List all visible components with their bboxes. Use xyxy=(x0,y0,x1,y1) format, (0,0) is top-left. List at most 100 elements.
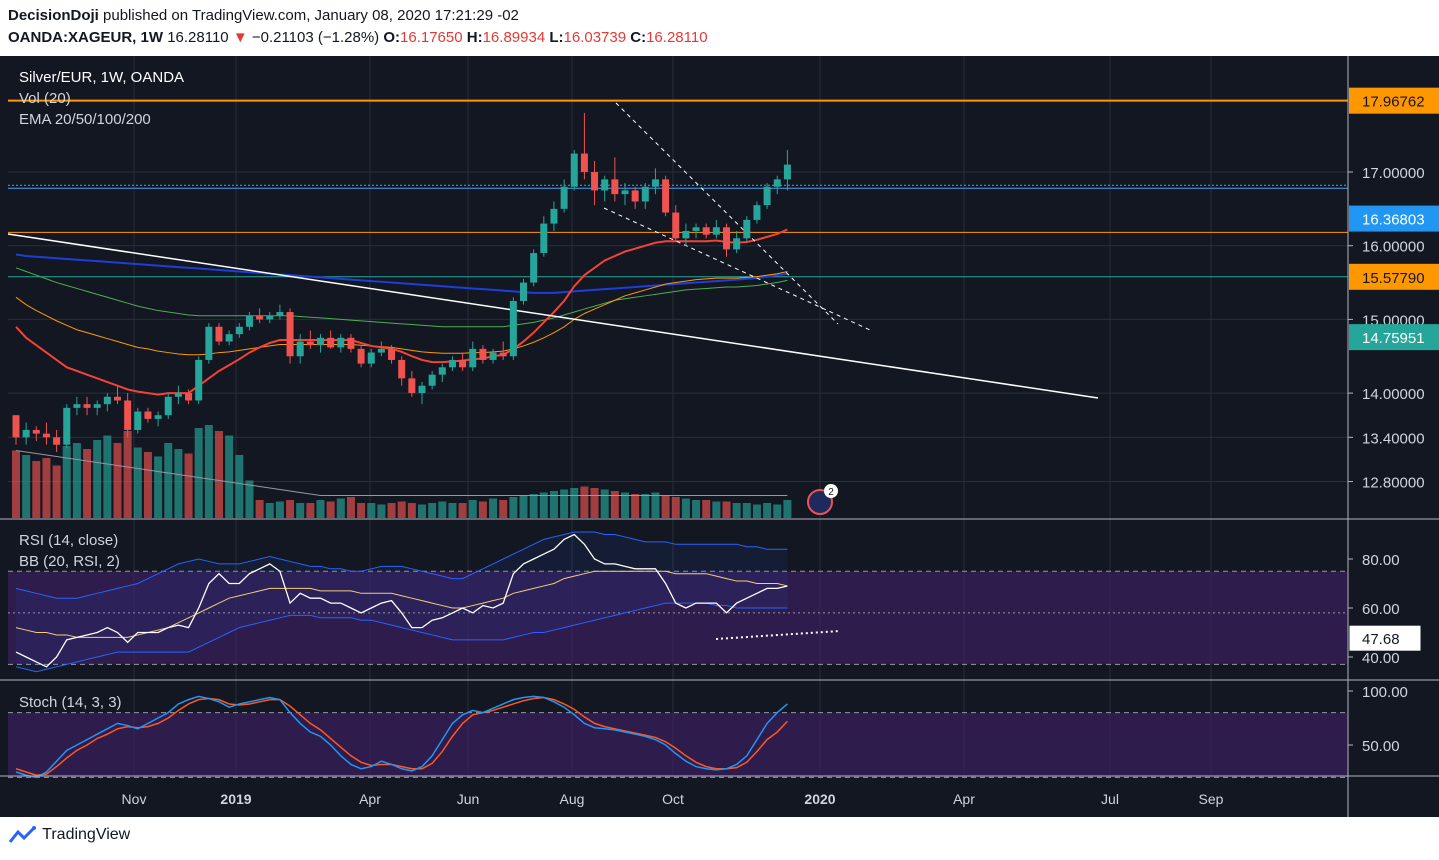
candle-body xyxy=(337,337,345,348)
chart-canvas[interactable]: 17.0000016.0000015.0000014.0000013.40000… xyxy=(0,56,1439,817)
rsi-band xyxy=(8,571,1348,665)
low-value: 16.03739 xyxy=(563,29,627,46)
rsi-tick-label: 80.00 xyxy=(1362,552,1400,569)
legend-vol[interactable]: Vol (20) xyxy=(19,90,71,107)
candle-body xyxy=(327,337,335,348)
candle-body xyxy=(12,415,20,438)
volume-bar xyxy=(549,491,558,518)
close-label: C: xyxy=(630,29,647,46)
volume-bars xyxy=(12,425,792,518)
candle-body xyxy=(601,179,609,191)
candle-body xyxy=(124,400,132,430)
candle-body xyxy=(296,341,304,357)
publisher-header: DecisionDoji published on TradingView.co… xyxy=(0,0,1439,56)
volume-bar xyxy=(113,443,122,518)
time-axis[interactable]: Nov 2019 Apr Jun Aug Oct 2020 Apr Jul Sep xyxy=(122,791,1224,807)
candle-body xyxy=(672,212,680,239)
price-tick-label: 16.00000 xyxy=(1362,239,1425,256)
volume-bar xyxy=(509,497,518,518)
price-axis-bg xyxy=(1349,56,1439,776)
candle-body xyxy=(560,186,568,209)
footer-bar xyxy=(0,817,1439,860)
candle-body xyxy=(712,227,720,235)
volume-bar xyxy=(600,489,609,518)
high-label: H: xyxy=(466,29,483,46)
volume-bar xyxy=(671,497,680,518)
event-flag-icon[interactable] xyxy=(807,489,833,515)
legend-bb[interactable]: BB (20, RSI, 2) xyxy=(19,553,120,570)
price-label: 15.57790 xyxy=(1362,270,1425,287)
volume-bar xyxy=(478,501,487,518)
open-value: 16.17650 xyxy=(400,29,463,46)
volume-bar xyxy=(539,492,548,518)
volume-bar xyxy=(752,504,761,518)
tradingview-logo[interactable]: TradingView xyxy=(8,826,130,844)
volume-bar xyxy=(235,455,244,518)
candle-body xyxy=(32,429,40,434)
volume-bar xyxy=(133,447,142,518)
time-tick-label: Aug xyxy=(560,791,585,807)
stoch-k-line xyxy=(15,695,788,779)
volume-bar xyxy=(154,456,163,518)
volume-bar xyxy=(103,435,112,518)
candle-body xyxy=(266,315,274,320)
candle-body xyxy=(164,396,172,416)
volume-bar xyxy=(143,452,152,518)
volume-bar xyxy=(306,503,315,518)
legend-stoch[interactable]: Stoch (14, 3, 3) xyxy=(19,694,122,711)
legend-title[interactable]: Silver/EUR, 1W, OANDA xyxy=(19,69,184,86)
tradingview-brand: TradingView xyxy=(42,826,131,844)
candle-body xyxy=(317,337,324,346)
legend-rsi[interactable]: RSI (14, close) xyxy=(19,532,118,549)
author-name[interactable]: DecisionDoji xyxy=(8,7,99,24)
volume-bar xyxy=(732,503,741,518)
volume-bar xyxy=(529,494,538,518)
rsi-current-box xyxy=(1348,624,1422,652)
candle-body xyxy=(73,404,81,408)
volume-bar xyxy=(387,503,396,518)
volume-bar xyxy=(83,449,92,518)
ema50-line xyxy=(15,271,788,356)
time-tick-label: Jul xyxy=(1101,791,1119,807)
price-axis[interactable]: 17.0000016.0000015.0000014.0000013.40000… xyxy=(1348,56,1439,776)
volume-bar xyxy=(296,503,305,518)
volume-bar xyxy=(702,500,711,518)
candle-body xyxy=(195,359,203,401)
candle-body xyxy=(22,429,30,438)
volume-bar xyxy=(621,492,629,518)
legend-ema[interactable]: EMA 20/50/100/200 xyxy=(19,111,151,128)
candle-body xyxy=(692,227,700,231)
volume-bar xyxy=(316,500,325,518)
candle-body xyxy=(256,315,264,320)
event-count: 2 xyxy=(828,487,834,498)
candle-body xyxy=(723,227,730,250)
candle-body xyxy=(509,300,517,357)
candle-body xyxy=(63,407,71,445)
volume-bar xyxy=(722,501,731,518)
candle-body xyxy=(783,164,791,180)
rsi-divergence-line xyxy=(715,630,841,640)
event-marker[interactable]: 2 xyxy=(807,484,838,515)
volume-bar xyxy=(428,503,437,518)
candle-body xyxy=(459,359,467,368)
candle-body xyxy=(235,326,243,335)
volume-bar xyxy=(651,492,660,518)
volume-bar xyxy=(62,446,71,518)
volume-bar xyxy=(570,488,579,518)
volume-bar xyxy=(560,489,569,518)
candle-body xyxy=(83,404,91,408)
candle-body xyxy=(408,378,416,394)
indicator-bands xyxy=(8,570,1348,778)
pane-separators xyxy=(0,56,1439,817)
symbol-name[interactable]: OANDA:XAGEUR, 1W xyxy=(8,29,164,46)
time-tick-label: 2019 xyxy=(220,791,251,807)
volume-bar xyxy=(773,504,782,518)
candle-body xyxy=(469,348,477,368)
volume-bar xyxy=(692,500,701,518)
candle-body xyxy=(641,186,649,202)
rsi-line xyxy=(15,533,788,668)
close-value: 16.28110 xyxy=(646,29,708,46)
stoch-tick-label: 50.00 xyxy=(1362,738,1400,755)
trend-drawings[interactable] xyxy=(7,102,1099,640)
candle-body xyxy=(225,334,233,342)
